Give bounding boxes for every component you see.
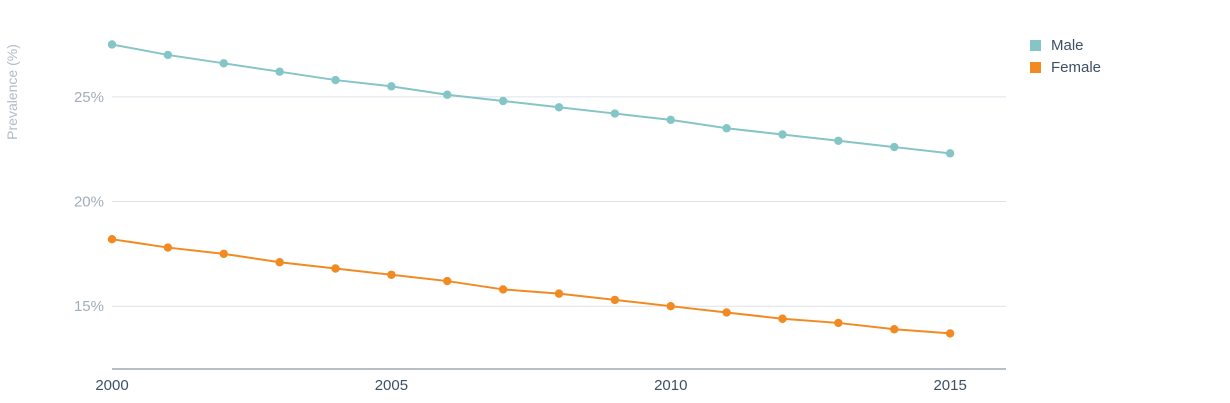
y-tick-label: 15% <box>74 298 104 315</box>
data-point-female <box>666 301 675 311</box>
x-tick-label: 2010 <box>654 377 687 394</box>
legend-item-male[interactable]: Male <box>1030 34 1101 56</box>
y-tick-label: 20% <box>74 194 104 211</box>
data-point-female <box>945 329 955 338</box>
data-point-female <box>443 276 452 286</box>
data-point-female <box>834 318 843 328</box>
data-point-female <box>331 264 340 273</box>
data-point-male <box>498 96 508 106</box>
y-axis-title: Prevalence (%) <box>4 44 20 140</box>
series-group <box>107 40 955 338</box>
data-point-male <box>722 124 731 133</box>
data-point-female <box>554 289 564 298</box>
data-point-male <box>387 82 396 91</box>
x-tick-label: 2015 <box>933 377 966 394</box>
y-axis-ticks: 15% 20% 25% <box>74 89 104 315</box>
data-point-male <box>610 109 620 118</box>
y-tick-label: 25% <box>74 89 104 106</box>
data-point-female <box>722 308 731 317</box>
data-point-female <box>778 314 787 323</box>
legend: Male Female <box>1030 34 1101 78</box>
data-point-female <box>387 270 396 279</box>
data-point-male <box>443 90 452 99</box>
data-point-male <box>945 149 955 158</box>
data-point-female <box>890 325 899 334</box>
data-point-male <box>890 142 899 152</box>
legend-swatch-female <box>1030 61 1041 73</box>
data-point-female <box>163 243 173 252</box>
gridlines <box>112 96 1006 307</box>
data-point-female <box>610 295 620 305</box>
data-point-male <box>219 59 228 68</box>
x-tick-label: 2005 <box>375 377 408 394</box>
data-point-male <box>554 103 564 112</box>
legend-item-female[interactable]: Female <box>1030 56 1101 78</box>
x-tick-label: 2000 <box>95 377 128 394</box>
data-point-male <box>275 67 284 76</box>
legend-label-male: Male <box>1051 36 1084 54</box>
x-axis-ticks: 2000 2005 2010 2015 <box>95 377 967 394</box>
data-point-male <box>107 40 117 49</box>
series-line-male <box>111 43 951 155</box>
data-point-female <box>275 258 284 267</box>
data-point-male <box>331 75 340 85</box>
series-line-female <box>111 238 951 335</box>
legend-label-female: Female <box>1051 58 1102 76</box>
data-point-female <box>219 249 228 259</box>
data-point-female <box>498 285 508 294</box>
data-point-male <box>834 136 843 145</box>
data-point-male <box>666 115 675 125</box>
data-point-female <box>107 234 117 244</box>
data-point-male <box>778 130 787 139</box>
legend-swatch-male <box>1030 39 1041 51</box>
data-point-male <box>163 50 173 60</box>
